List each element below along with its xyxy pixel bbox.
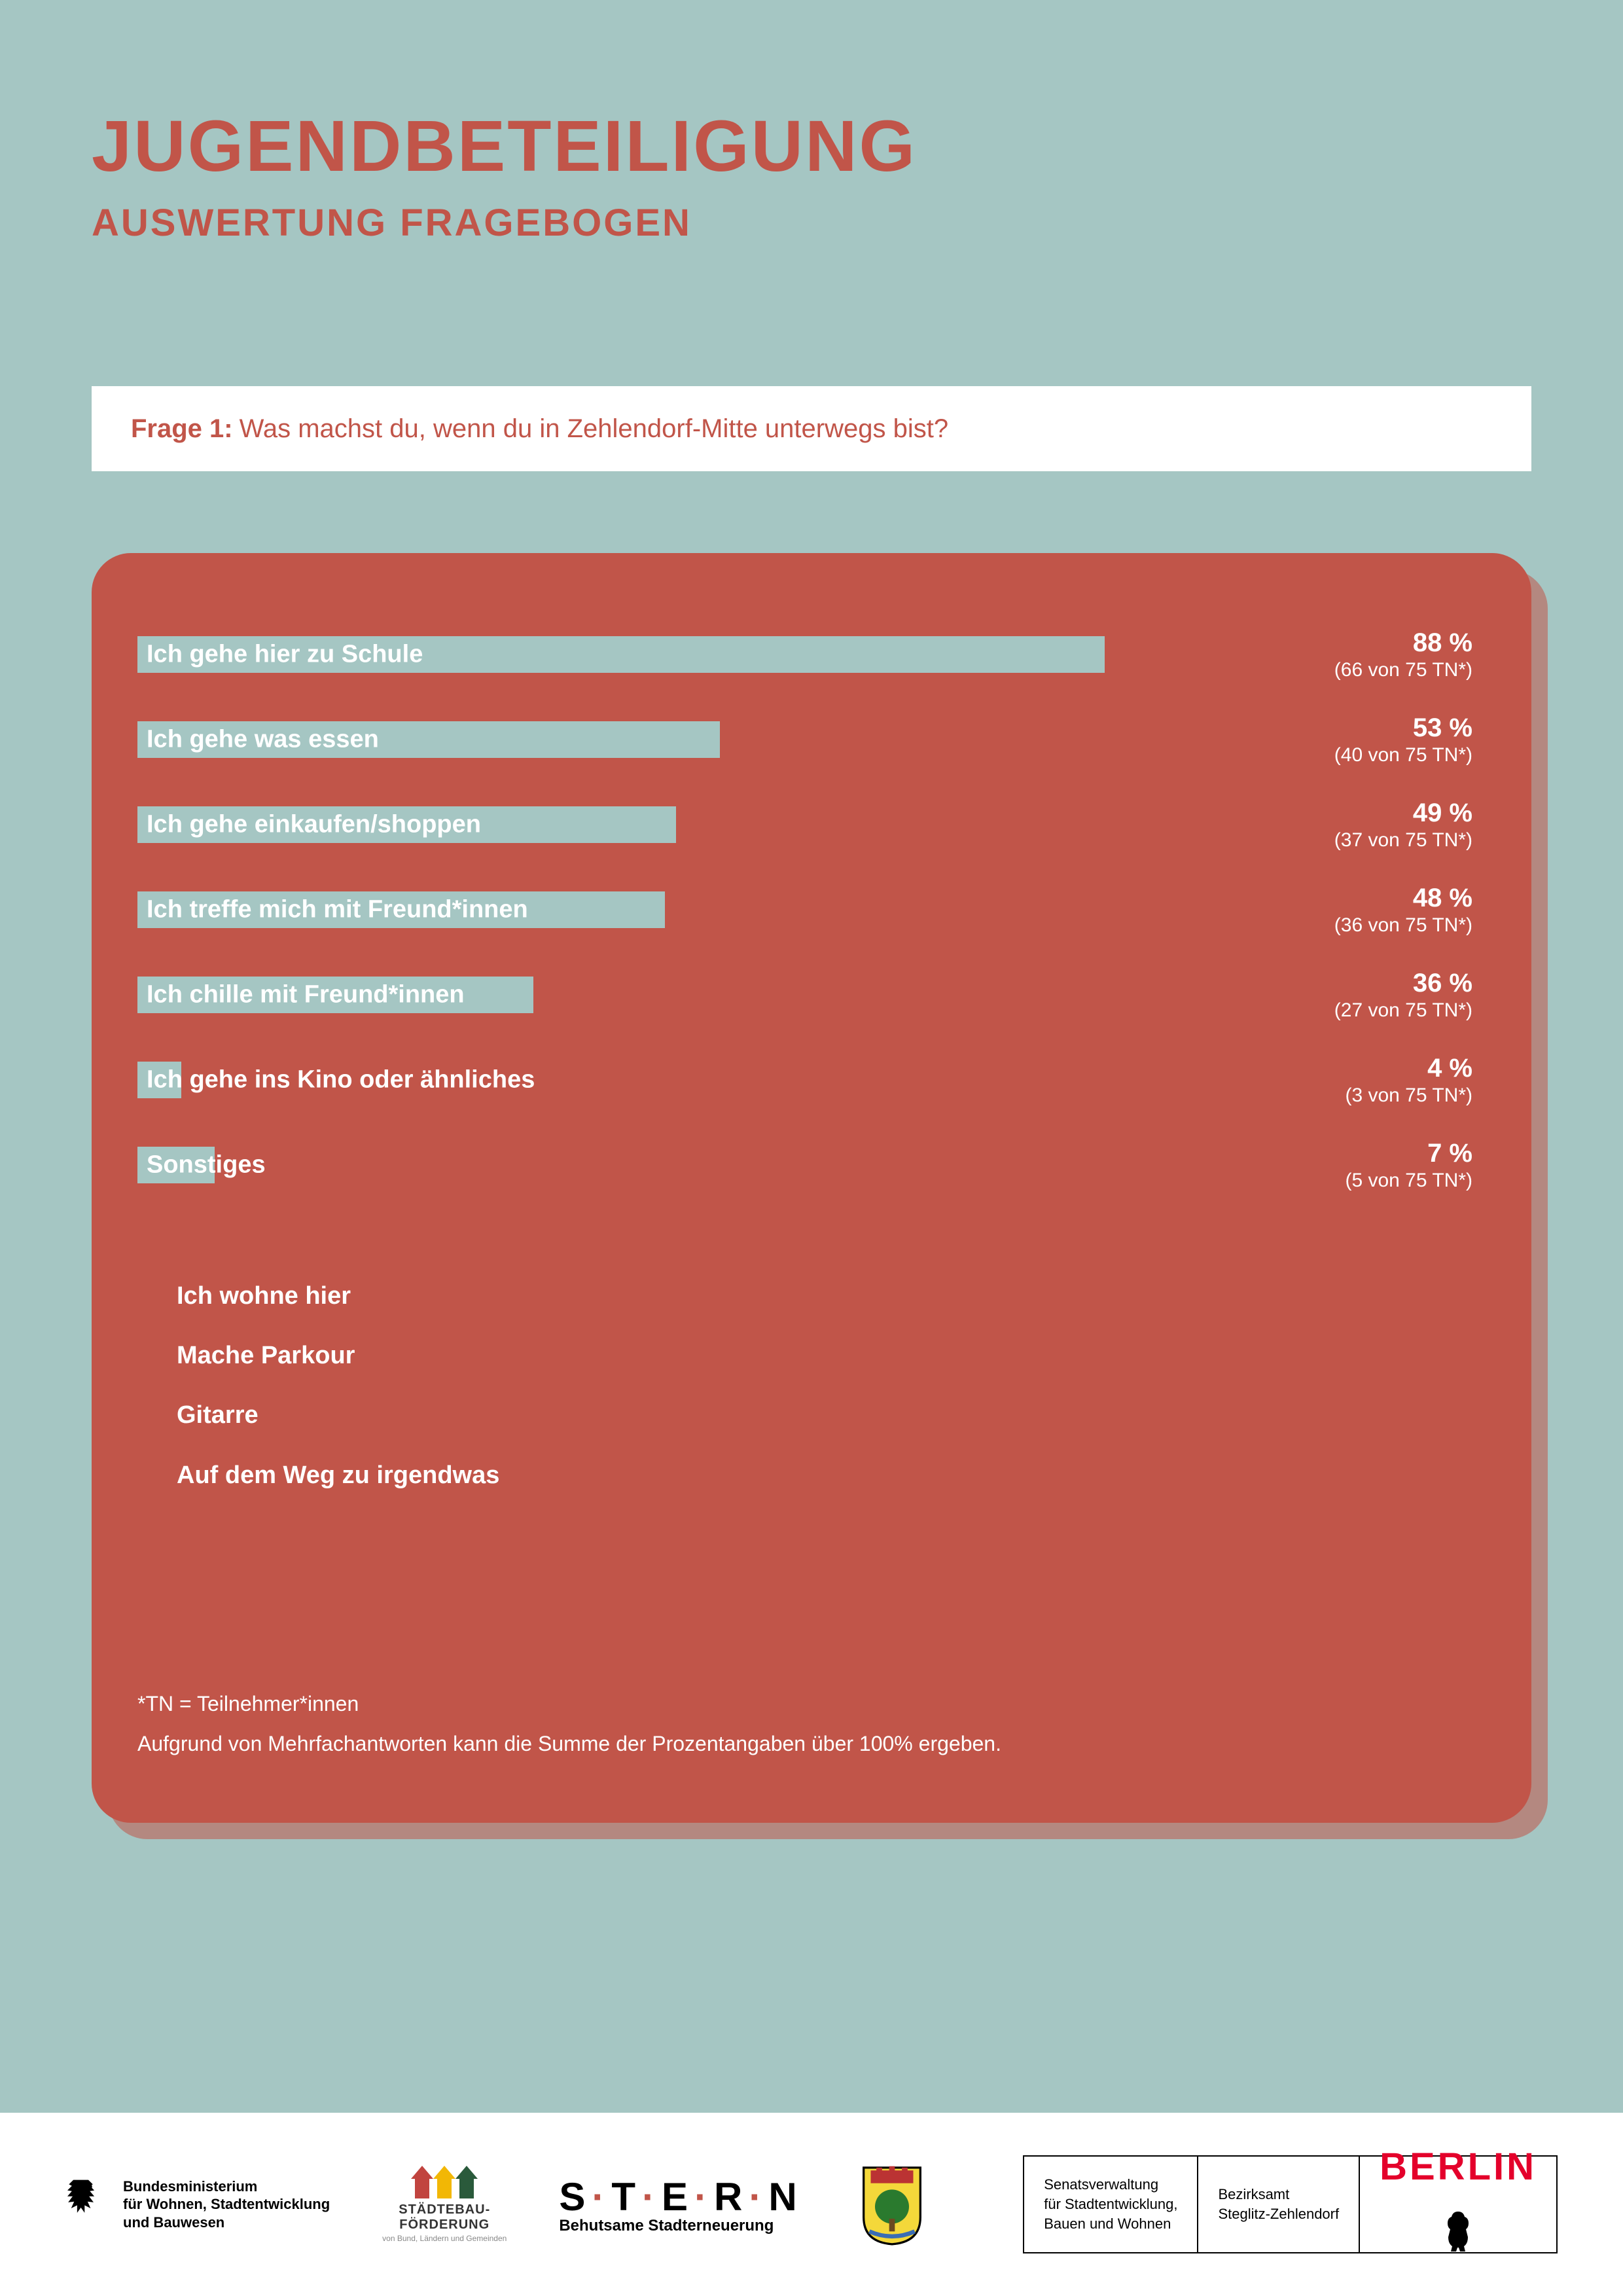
- bar-track: Ich gehe ins Kino oder ähnliches: [137, 1062, 1237, 1098]
- logo-bund-line2: für Wohnen, Stadtentwicklung: [123, 2195, 330, 2214]
- sonstiges-item: Auf dem Weg zu irgendwas: [177, 1446, 1486, 1505]
- question-label: Frage 1:: [131, 414, 233, 444]
- logo-bund: Bundesministerium für Wohnen, Stadtentwi…: [65, 2177, 330, 2233]
- sonstiges-item: Mache Parkour: [177, 1326, 1486, 1386]
- bear-icon: [1442, 2208, 1474, 2267]
- bar-label: Ich gehe hier zu Schule: [147, 641, 423, 669]
- logo-berlin: BERLIN: [1360, 2157, 1556, 2252]
- bar-chart: Ich gehe hier zu Schule 88 %(66 von 75 TN…: [137, 612, 1486, 1208]
- logo-stern: S·T·E·R·N Behutsame Stadterneuerung: [559, 2174, 803, 2235]
- logo-bezirk-line1: Bezirksamt: [1218, 2185, 1339, 2204]
- footnote-multi: Aufgrund von Mehrfachantworten kann die …: [137, 1724, 1486, 1764]
- bar-percent: 53 %: [1237, 713, 1472, 743]
- bar-track: Ich chille mit Freund*innen: [137, 977, 1237, 1013]
- logo-staedtebau-sub: von Bund, Ländern und Gemeinden: [382, 2234, 507, 2243]
- logo-staedtebau: STÄDTEBAU-FÖRDERUNG von Bund, Ländern un…: [382, 2166, 507, 2243]
- logo-wappen: [856, 2161, 928, 2249]
- logo-senat: Senatsverwaltung für Stadtentwicklung, B…: [1024, 2157, 1198, 2252]
- bar-track: Ich gehe einkaufen/shoppen: [137, 806, 1237, 843]
- bar-label: Ich chille mit Freund*innen: [147, 981, 465, 1009]
- logo-bezirk-line2: Steglitz-Zehlendorf: [1218, 2204, 1339, 2224]
- logo-senat-line3: Bauen und Wohnen: [1044, 2214, 1177, 2234]
- bar-meta: 49 %(37 von 75 TN*): [1237, 798, 1486, 852]
- bar-meta: 7 %(5 von 75 TN*): [1237, 1139, 1486, 1192]
- footnote-tn: *TN = Teilnehmer*innen: [137, 1684, 1486, 1724]
- bar-row: Ich chille mit Freund*innen 36 %(27 von 7…: [137, 952, 1486, 1037]
- bar-label: Ich gehe ins Kino oder ähnliches: [147, 1066, 535, 1094]
- bar-meta: 36 %(27 von 75 TN*): [1237, 969, 1486, 1022]
- bar-row: Ich gehe einkaufen/shoppen 49 %(37 von 75…: [137, 782, 1486, 867]
- footnotes: *TN = Teilnehmer*innen Aufgrund von Mehr…: [137, 1684, 1486, 1764]
- results-card: Ich gehe hier zu Schule 88 %(66 von 75 TN…: [92, 553, 1531, 1823]
- question-box: Frage 1: Was machst du, wenn du in Zehle…: [92, 386, 1531, 471]
- bar-count: (3 von 75 TN*): [1237, 1085, 1472, 1107]
- bar-track: Ich gehe hier zu Schule: [137, 636, 1237, 673]
- page: JUGENDBETEILIGUNG AUSWERTUNG FRAGEBOGEN …: [0, 0, 1623, 2296]
- question-text: Was machst du, wenn du in Zehlendorf-Mit…: [240, 414, 948, 444]
- bar-label: Sonstiges: [147, 1151, 266, 1179]
- bar-row: Ich gehe hier zu Schule 88 %(66 von 75 TN…: [137, 612, 1486, 697]
- page-title: JUGENDBETEILIGUNG: [92, 105, 917, 188]
- bar-meta: 4 %(3 von 75 TN*): [1237, 1054, 1486, 1107]
- bar-percent: 7 %: [1237, 1139, 1472, 1168]
- bar-row: Ich gehe ins Kino oder ähnliches 4 %(3 vo…: [137, 1037, 1486, 1122]
- logo-bund-line1: Bundesministerium: [123, 2178, 330, 2196]
- logo-bezirk: Bezirksamt Steglitz-Zehlendorf: [1198, 2157, 1360, 2252]
- footer: Bundesministerium für Wohnen, Stadtentwi…: [0, 2113, 1623, 2296]
- bar-label: Ich gehe was essen: [147, 726, 379, 754]
- bar-count: (66 von 75 TN*): [1237, 659, 1472, 681]
- logo-berlin-block: Senatsverwaltung für Stadtentwicklung, B…: [1023, 2155, 1558, 2253]
- bar-percent: 49 %: [1237, 798, 1472, 828]
- eagle-icon: [65, 2177, 111, 2233]
- houses-icon: [382, 2166, 507, 2198]
- bar-meta: 88 %(66 von 75 TN*): [1237, 628, 1486, 681]
- logo-bund-text: Bundesministerium für Wohnen, Stadtentwi…: [123, 2178, 330, 2232]
- bar-count: (37 von 75 TN*): [1237, 829, 1472, 852]
- bar-percent: 88 %: [1237, 628, 1472, 658]
- bar-percent: 36 %: [1237, 969, 1472, 998]
- bar-count: (36 von 75 TN*): [1237, 914, 1472, 937]
- logo-stern-sub: Behutsame Stadterneuerung: [559, 2217, 803, 2235]
- sonstiges-item: Ich wohne hier: [177, 1266, 1486, 1326]
- bar-meta: 53 %(40 von 75 TN*): [1237, 713, 1486, 766]
- bar-track: Ich gehe was essen: [137, 721, 1237, 758]
- bar-row: Ich gehe was essen 53 %(40 von 75 TN*): [137, 697, 1486, 782]
- sonstiges-list: Ich wohne hierMache ParkourGitarreAuf de…: [177, 1266, 1486, 1505]
- bar-count: (27 von 75 TN*): [1237, 999, 1472, 1022]
- bar-track: Ich treffe mich mit Freund*innen: [137, 891, 1237, 928]
- logo-senat-line1: Senatsverwaltung: [1044, 2175, 1177, 2195]
- logo-staedtebau-cap2: FÖRDERUNG: [399, 2217, 490, 2232]
- bar-percent: 4 %: [1237, 1054, 1472, 1083]
- bar-row: Ich treffe mich mit Freund*innen 48 %(36 …: [137, 867, 1486, 952]
- logo-senat-line2: für Stadtentwicklung,: [1044, 2195, 1177, 2214]
- bar-count: (40 von 75 TN*): [1237, 744, 1472, 766]
- title-block: JUGENDBETEILIGUNG AUSWERTUNG FRAGEBOGEN: [92, 105, 917, 245]
- page-subtitle: AUSWERTUNG FRAGEBOGEN: [92, 201, 917, 245]
- bar-label: Ich gehe einkaufen/shoppen: [147, 811, 481, 839]
- logo-berlin-word: BERLIN: [1380, 2142, 1537, 2193]
- bar-count: (5 von 75 TN*): [1237, 1170, 1472, 1192]
- bar-track: Sonstiges: [137, 1147, 1237, 1183]
- logo-stern-word: S·T·E·R·N: [559, 2174, 803, 2219]
- bar-meta: 48 %(36 von 75 TN*): [1237, 884, 1486, 937]
- logo-staedtebau-cap1: STÄDTEBAU-: [399, 2202, 490, 2217]
- bar-label: Ich treffe mich mit Freund*innen: [147, 896, 528, 924]
- bar-row: Sonstiges 7 %(5 von 75 TN*): [137, 1122, 1486, 1208]
- sonstiges-item: Gitarre: [177, 1386, 1486, 1445]
- bar-percent: 48 %: [1237, 884, 1472, 913]
- logo-bund-line3: und Bauwesen: [123, 2214, 330, 2232]
